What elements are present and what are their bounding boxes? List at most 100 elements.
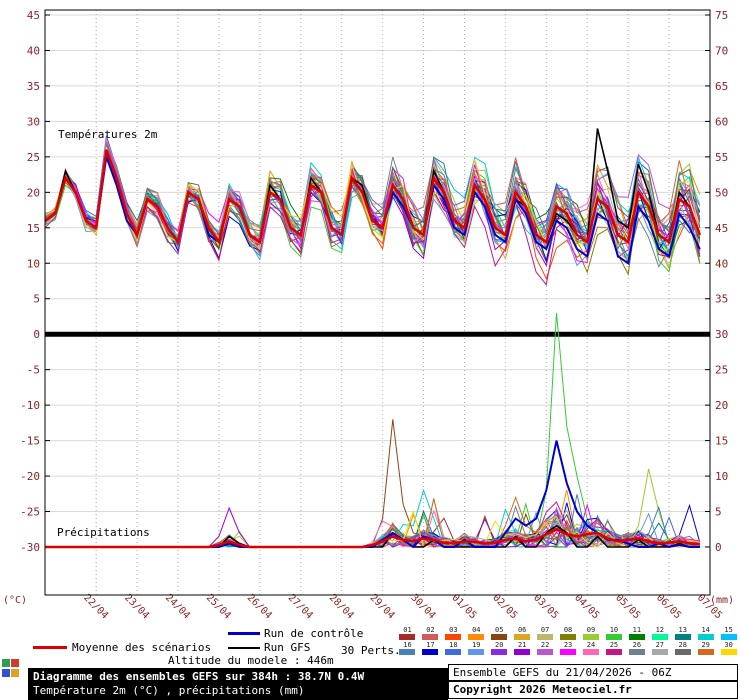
pert-cell-02: 02 — [419, 626, 442, 640]
pert-cell-29: 29 — [694, 641, 717, 655]
pert-color-chip — [560, 649, 577, 655]
svg-text:28/04: 28/04 — [327, 592, 356, 621]
svg-text:20: 20 — [715, 399, 728, 412]
pert-color-chip — [491, 649, 508, 655]
pert-color-chip — [560, 634, 577, 640]
svg-text:70: 70 — [715, 44, 728, 57]
pert-number: 18 — [449, 641, 458, 649]
pert-color-chip — [697, 649, 714, 655]
pert-number: 12 — [655, 626, 664, 634]
pert-color-chip — [514, 634, 531, 640]
svg-text:5: 5 — [33, 293, 40, 306]
pert-color-chip — [628, 634, 645, 640]
pert-color-chip — [605, 649, 622, 655]
pert-cell-05: 05 — [488, 626, 511, 640]
pert-cell-30: 30 — [717, 641, 740, 655]
pert-cell-15: 15 — [717, 626, 740, 640]
pert-number: 22 — [540, 641, 550, 649]
svg-text:29/04: 29/04 — [367, 592, 396, 621]
svg-text:05/05: 05/05 — [613, 592, 642, 621]
pert-color-chip — [399, 634, 416, 640]
pert-number: 17 — [426, 641, 435, 649]
model-altitude-label: Altitude du modele : 446m — [168, 654, 334, 667]
pert-color-chip — [537, 634, 554, 640]
chart-title-box: Diagramme des ensembles GEFS sur 384h : … — [28, 668, 448, 700]
copyright-box: Copyright 2026 Meteociel.fr — [448, 681, 738, 699]
svg-text:30: 30 — [27, 115, 40, 128]
svg-text:Précipitations: Précipitations — [57, 526, 150, 539]
pert-number: 08 — [563, 626, 573, 634]
pert-cell-11: 11 — [625, 626, 648, 640]
svg-text:15: 15 — [715, 435, 728, 448]
corner-red-square — [11, 659, 19, 667]
svg-text:-20: -20 — [20, 470, 40, 483]
pert-cell-07: 07 — [534, 626, 557, 640]
pert-color-chip — [582, 634, 599, 640]
pert-color-chip — [399, 649, 416, 655]
svg-text:10: 10 — [27, 257, 40, 270]
pert-cell-04: 04 — [465, 626, 488, 640]
pert-cell-13: 13 — [671, 626, 694, 640]
svg-text:65: 65 — [715, 80, 728, 93]
pert-number: 07 — [540, 626, 550, 634]
svg-text:23/04: 23/04 — [122, 592, 151, 621]
pert-number: 27 — [655, 641, 664, 649]
pert-number: 21 — [517, 641, 527, 649]
pert-color-chip — [674, 634, 691, 640]
pert-cell-23: 23 — [557, 641, 580, 655]
pert-number: 26 — [632, 641, 642, 649]
mean-line-sample — [33, 646, 67, 649]
svg-text:50: 50 — [715, 186, 728, 199]
svg-text:-15: -15 — [20, 435, 40, 448]
pert-number: 19 — [472, 641, 481, 649]
run-info-box: Ensemble GEFS du 21/04/2026 - 06Z — [448, 664, 738, 681]
pert-color-chip — [651, 634, 668, 640]
pert-number: 20 — [495, 641, 504, 649]
svg-text:30/04: 30/04 — [408, 592, 437, 621]
svg-text:45: 45 — [27, 9, 40, 22]
svg-text:25: 25 — [715, 364, 728, 377]
pert-color-chip — [537, 649, 554, 655]
svg-text:45: 45 — [715, 222, 728, 235]
svg-text:25: 25 — [27, 151, 40, 164]
svg-text:75: 75 — [715, 9, 728, 22]
svg-text:30: 30 — [715, 328, 728, 341]
pert-cell-26: 26 — [625, 641, 648, 655]
pert-cell-28: 28 — [671, 641, 694, 655]
svg-text:20: 20 — [27, 186, 40, 199]
control-line-sample — [228, 632, 260, 635]
svg-text:(mm): (mm) — [710, 595, 734, 606]
pert-color-chip — [468, 634, 485, 640]
corner-blue-square — [2, 669, 10, 677]
pert-color-chip — [445, 634, 462, 640]
pert-bank-1: 01 02 03 04 05 06 07 08 09 10 11 12 13 14 15 — [396, 626, 740, 640]
svg-text:10: 10 — [715, 470, 728, 483]
svg-text:35: 35 — [27, 80, 40, 93]
pert-number: 06 — [517, 626, 527, 634]
svg-text:04/05: 04/05 — [572, 592, 601, 621]
pert-cell-22: 22 — [534, 641, 557, 655]
svg-text:-25: -25 — [20, 506, 40, 519]
perturbation-color-key: 01 02 03 04 05 06 07 08 09 10 11 12 13 14 15 16 17 18 19 2… — [396, 626, 740, 656]
pert-cell-01: 01 — [396, 626, 419, 640]
svg-text:02/05: 02/05 — [490, 592, 519, 621]
pert-color-chip — [720, 649, 737, 655]
pert-color-chip — [651, 649, 668, 655]
pert-number: 14 — [701, 626, 710, 634]
svg-text:0: 0 — [33, 328, 40, 341]
pert-cell-24: 24 — [580, 641, 603, 655]
ensemble-chart: 22/04 23/04 24/04 25/04 26/04 27/04 28/04 29/04… — [3, 9, 734, 621]
pert-number: 05 — [495, 626, 504, 634]
svg-text:55: 55 — [715, 151, 728, 164]
pert-cell-25: 25 — [602, 641, 625, 655]
svg-text:0: 0 — [715, 541, 722, 554]
pert-number: 04 — [472, 626, 481, 634]
svg-text:27/04: 27/04 — [286, 592, 315, 621]
svg-text:24/04: 24/04 — [163, 592, 192, 621]
pert-number: 13 — [678, 626, 687, 634]
pert-cell-06: 06 — [511, 626, 534, 640]
pert-color-chip — [605, 634, 622, 640]
svg-text:5: 5 — [715, 506, 722, 519]
pert-color-chip — [628, 649, 645, 655]
pert-number: 25 — [609, 641, 619, 649]
